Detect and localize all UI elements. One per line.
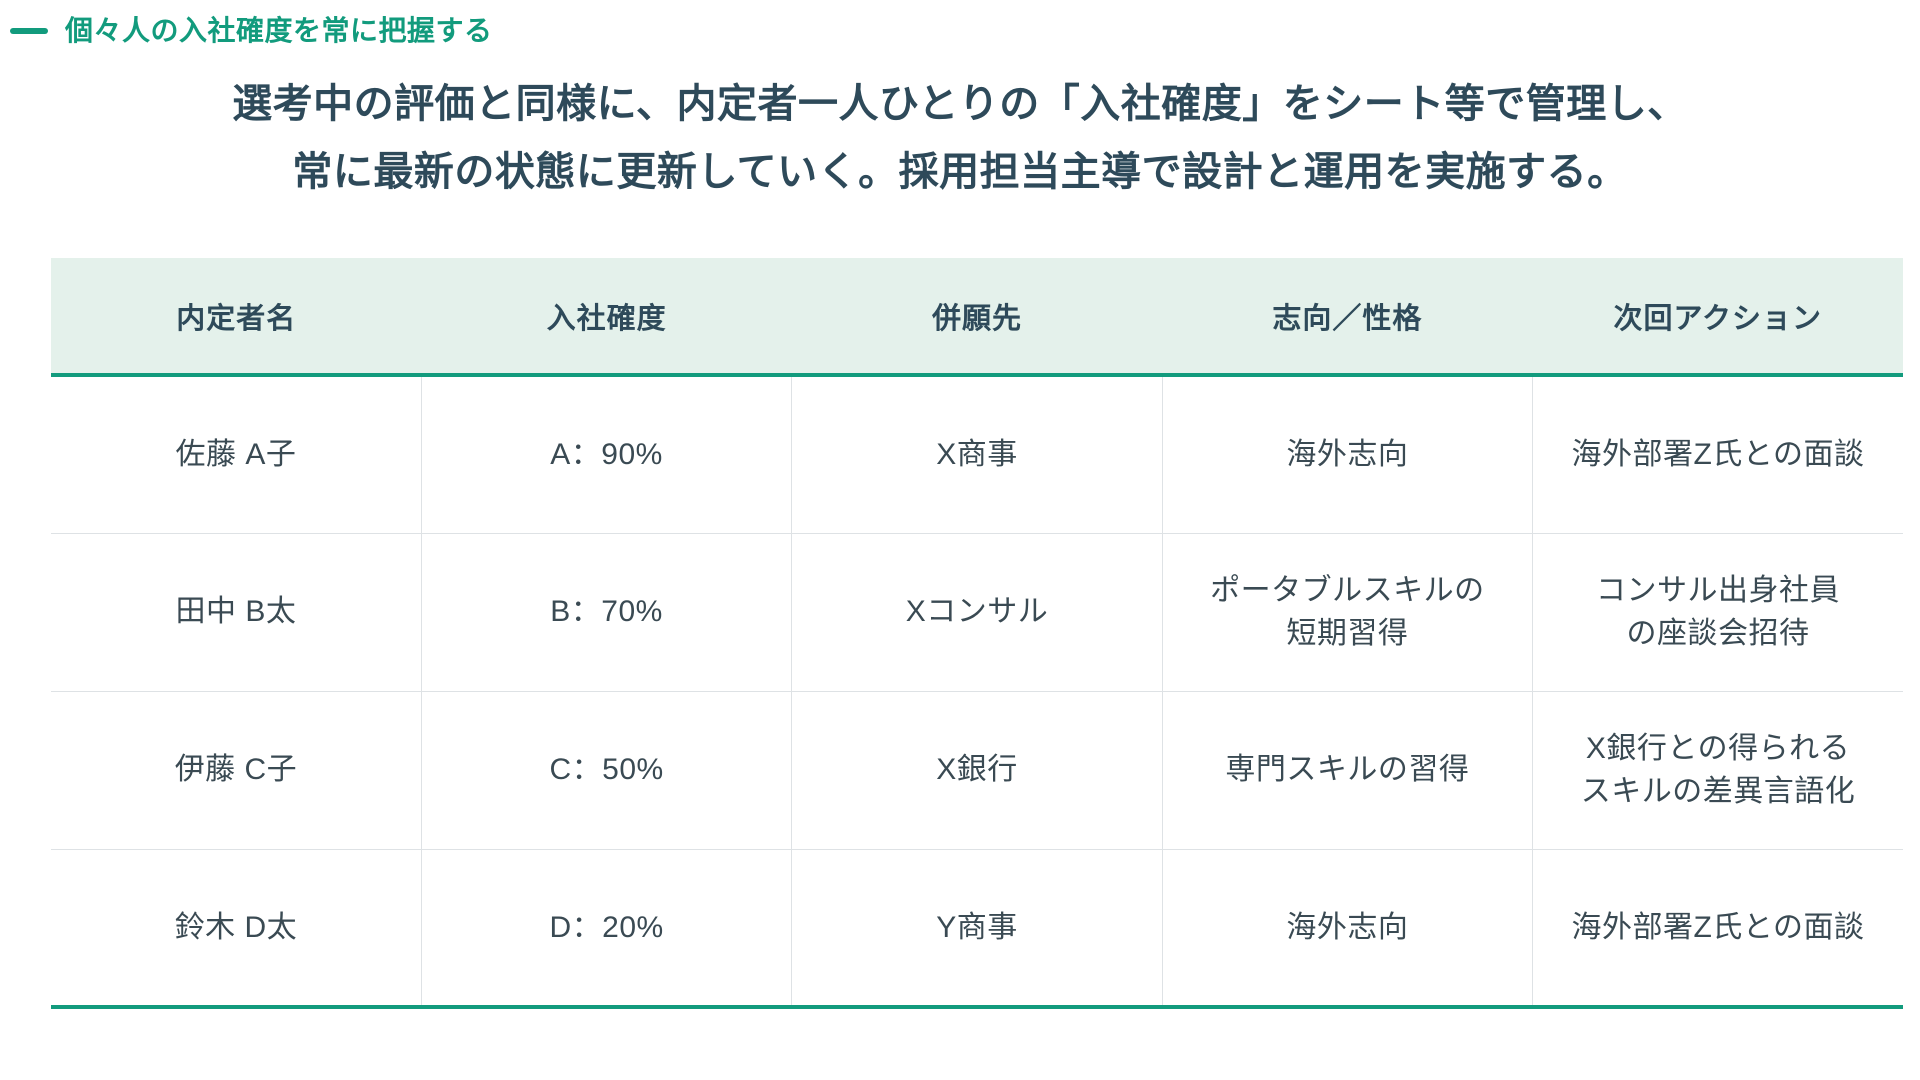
page-title: 選考中の評価と同様に、内定者一人ひとりの「入社確度」をシート等で管理し、 常に最…	[0, 70, 1920, 206]
cell-join-probability: C：50%	[421, 690, 793, 849]
table-row: 鈴木 D太 D：20% Y商事 海外志向 海外部署Z氏との面談	[51, 848, 1903, 1007]
cell-next-action: 海外部署Z氏との面談	[1571, 438, 1865, 471]
cell-join-probability: D：20%	[421, 848, 793, 1007]
cell-orientation: 海外志向	[1162, 375, 1534, 533]
table-row: 佐藤 A子 A：90% X商事 海外志向 海外部署Z氏との面談	[51, 375, 1903, 533]
section-marker-line-icon	[10, 27, 48, 34]
cell-competing-offers: Y商事	[791, 848, 1163, 1007]
table-row: 伊藤 C子 C：50% X銀行 専門スキルの習得 X銀行との得られる スキルの差…	[51, 690, 1903, 849]
cell-orientation: 海外志向	[1162, 848, 1534, 1007]
candidates-table: 内定者名 入社確度 併願先 志向／性格 次回アクション 佐藤 A子 A：90% …	[51, 258, 1903, 1009]
column-header-join-probability: 入社確度	[421, 258, 792, 377]
cell-competing-offers: Xコンサル	[791, 532, 1163, 691]
column-header-candidate-name: 内定者名	[51, 258, 422, 377]
page-title-line-1: 選考中の評価と同様に、内定者一人ひとりの「入社確度」をシート等で管理し、	[232, 82, 1688, 126]
cell-join-probability: B：70%	[421, 532, 793, 691]
cell-competing-offers: X商事	[791, 375, 1163, 533]
cell-next-action: 海外部署Z氏との面談	[1532, 848, 1903, 1007]
column-header-competing-offers: 併願先	[791, 258, 1163, 377]
column-header-next-action: 次回アクション	[1532, 258, 1903, 377]
cell-orientation: 専門スキルの習得	[1162, 690, 1534, 849]
section-label-text: 個々人の入社確度を常に把握する	[65, 15, 493, 46]
cell-candidate-name: 田中 B太	[51, 532, 422, 691]
page-title-line-2: 常に最新の状態に更新していく。採用担当主導で設計と運用を実施する。	[292, 150, 1628, 194]
column-header-orientation: 志向／性格	[1162, 258, 1533, 377]
cell-orientation: ポータブルスキルの 短期習得	[1162, 532, 1534, 691]
section-label: 個々人の入社確度を常に把握する	[10, 14, 493, 48]
cell-candidate-name: 佐藤 A子	[51, 375, 422, 533]
table-header-row: 内定者名 入社確度 併願先 志向／性格 次回アクション	[51, 258, 1903, 377]
cell-candidate-name: 鈴木 D太	[51, 848, 422, 1007]
cell-competing-offers: X銀行	[791, 690, 1163, 849]
table-row: 田中 B太 B：70% Xコンサル ポータブルスキルの 短期習得 コンサル出身社…	[51, 532, 1903, 691]
cell-join-probability: A：90%	[421, 375, 793, 533]
cell-candidate-name: 伊藤 C子	[51, 690, 422, 849]
cell-next-action: X銀行との得られる スキルの差異言語化	[1532, 690, 1903, 849]
cell-next-action: コンサル出身社員 の座談会招待	[1532, 532, 1903, 691]
table-header: 内定者名 入社確度 併願先 志向／性格 次回アクション	[51, 258, 1903, 377]
